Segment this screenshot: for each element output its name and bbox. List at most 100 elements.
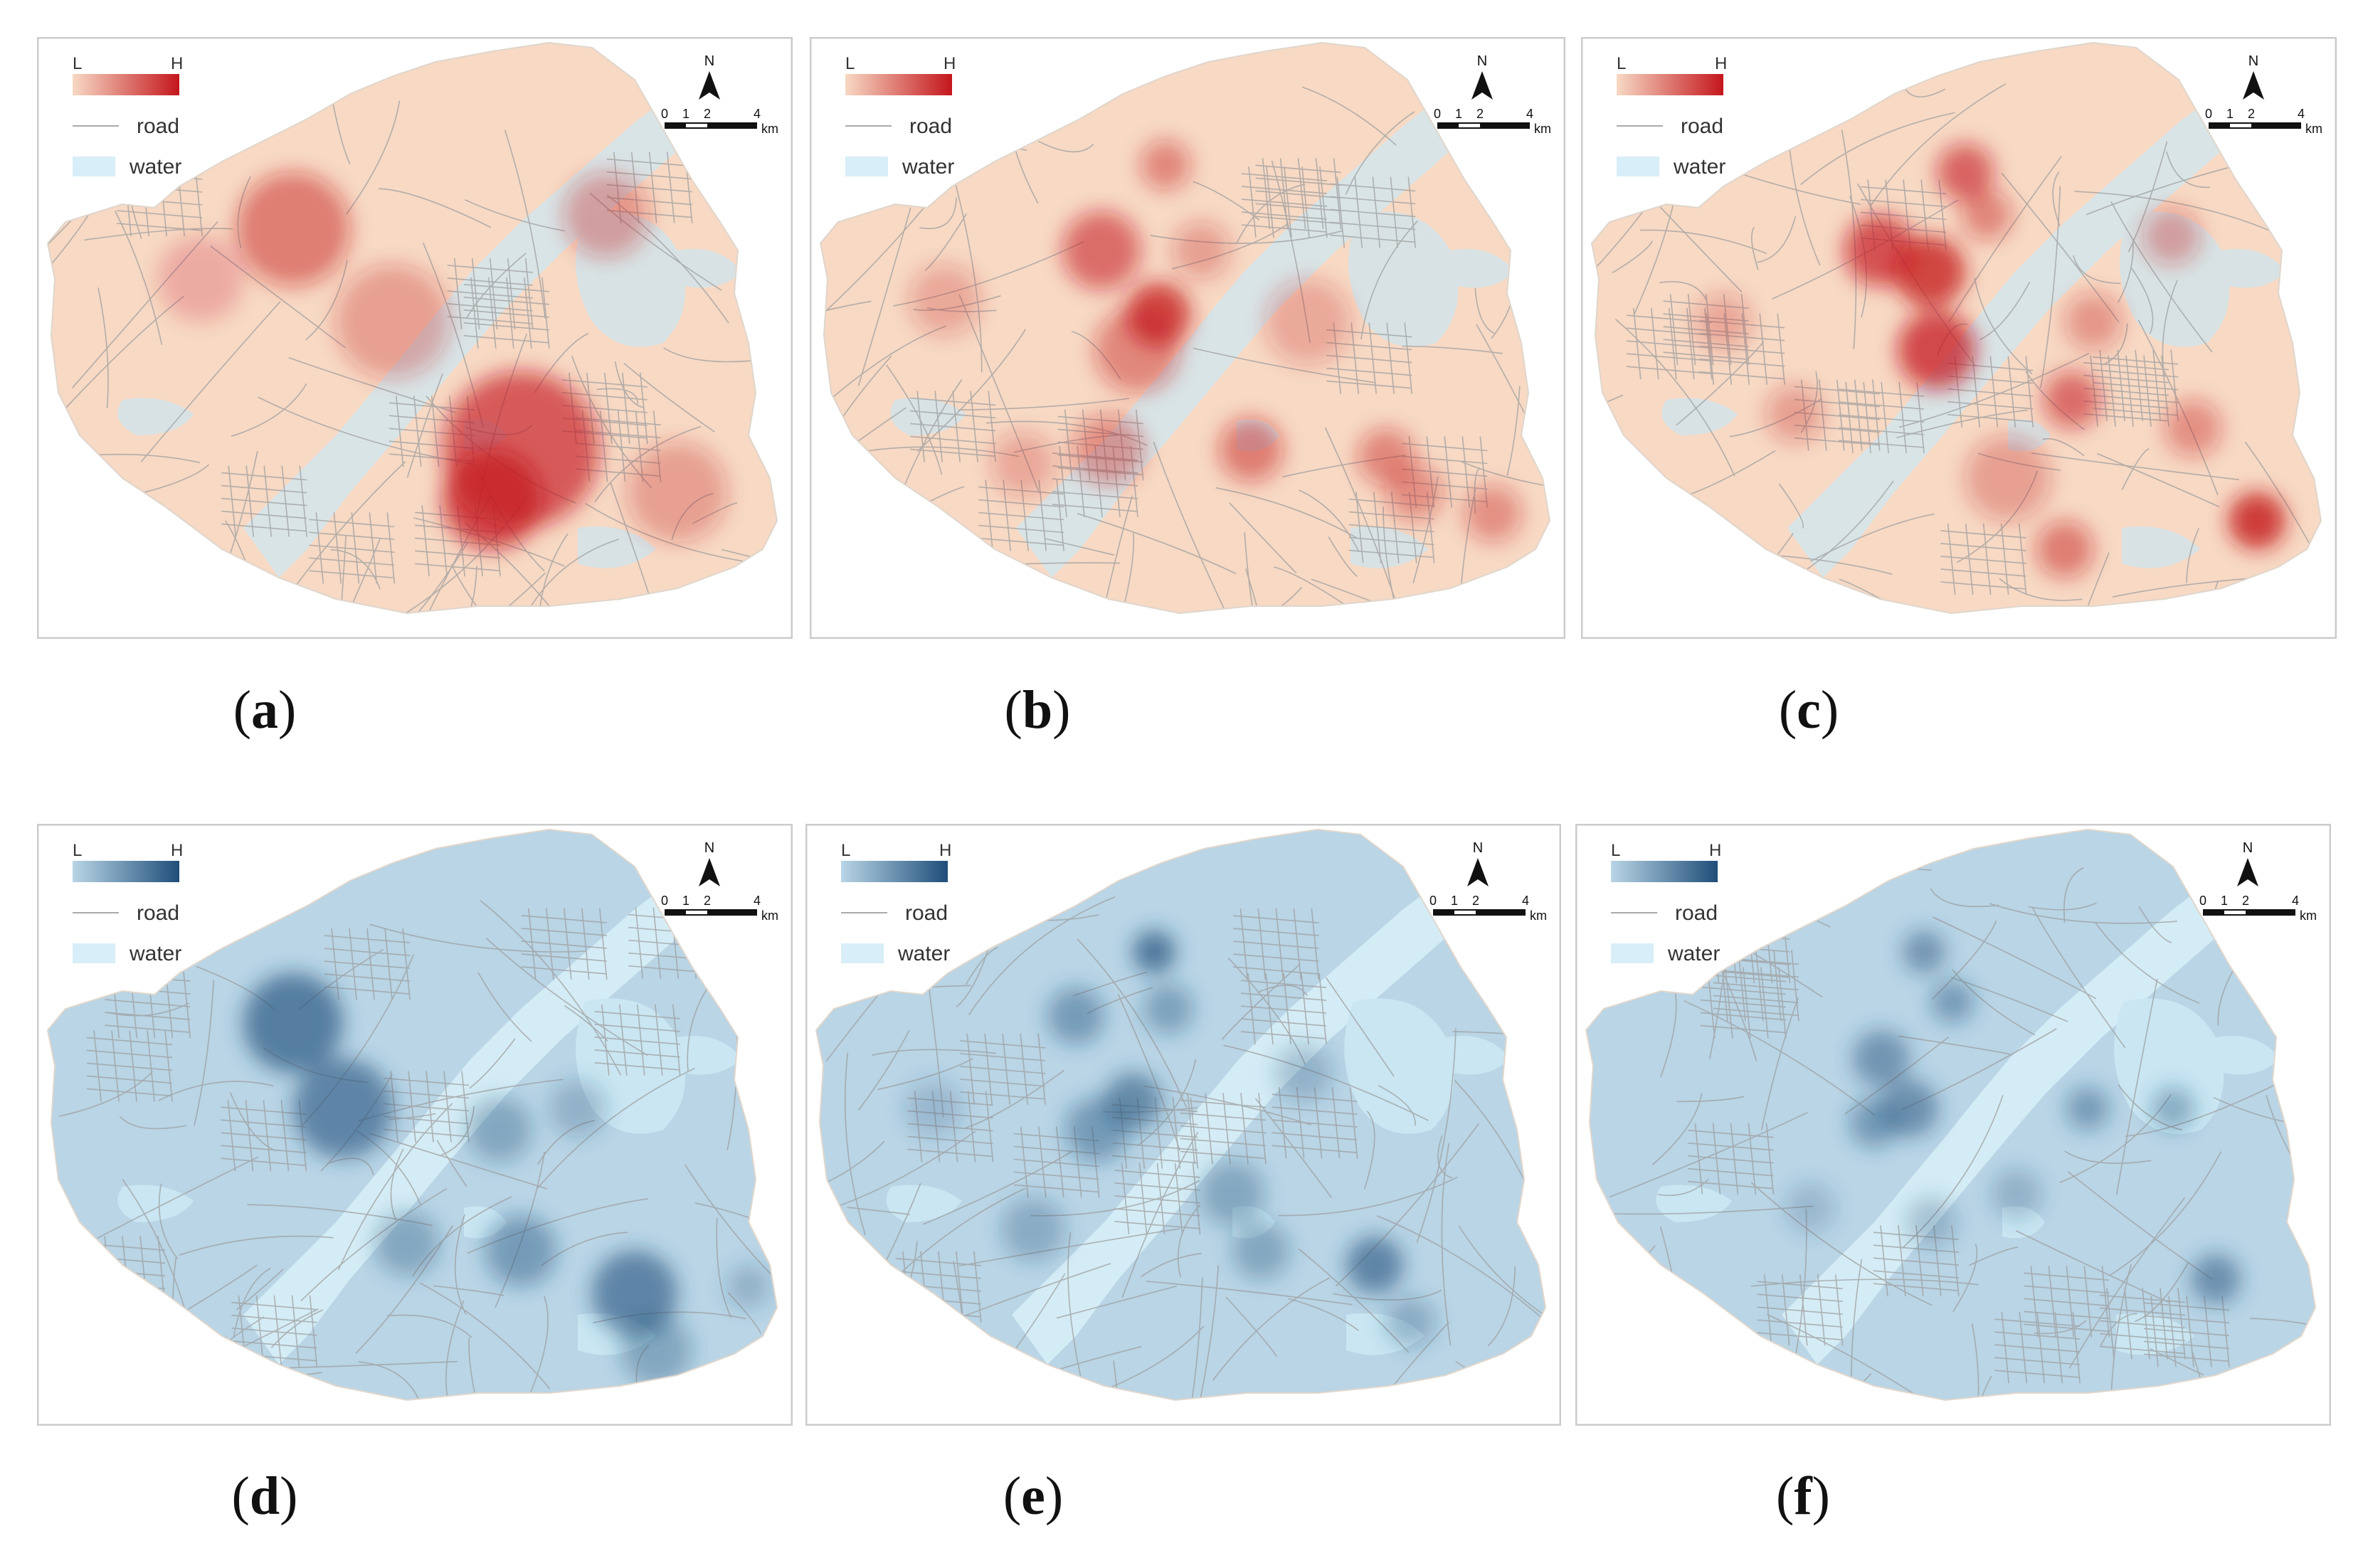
density-hotspots	[243, 973, 770, 1386]
panel-label: e	[1021, 1466, 1045, 1526]
lake	[1450, 249, 1514, 288]
hotspot	[1062, 211, 1141, 290]
hotspot	[1894, 236, 1965, 307]
lake	[886, 1185, 962, 1222]
lake	[890, 398, 966, 435]
legend-high-label: H	[1709, 841, 1721, 860]
panel-caption-d: (d)	[231, 1466, 298, 1526]
scale-unit: km	[2300, 909, 2317, 923]
hotspot	[2229, 492, 2285, 549]
scale-bar: 0 1 2 4 km	[1434, 107, 1551, 136]
lake	[2114, 998, 2224, 1134]
hotspot	[2065, 293, 2122, 350]
hotspot	[443, 450, 542, 549]
legend-water-label: water	[1667, 942, 1720, 965]
city-map	[48, 830, 777, 1400]
hotspot	[1219, 418, 1283, 482]
lake	[1350, 526, 1429, 568]
north-label: N	[704, 53, 714, 69]
river	[1012, 877, 1489, 1365]
scale-tick-4: 4	[1526, 107, 1533, 121]
legend-water-swatch	[1611, 943, 1654, 963]
legend-water-swatch	[1617, 157, 1659, 176]
hotspot	[1094, 307, 1180, 393]
legend: L H road water	[841, 841, 951, 965]
scale-tick-1: 1	[682, 894, 689, 908]
north-arrow: N	[699, 53, 720, 100]
north-arrow: N	[2237, 840, 2258, 886]
panel-label: d	[249, 1466, 280, 1526]
density-hotspots	[158, 172, 727, 549]
hotspot	[1001, 1197, 1065, 1261]
scale-tick-0: 0	[1434, 107, 1441, 121]
hotspot	[905, 1080, 962, 1137]
hotspot	[991, 432, 1055, 496]
scale-tick-2: 2	[704, 107, 711, 121]
scale-tick-1: 1	[1451, 894, 1458, 908]
legend-high-label: H	[939, 841, 951, 860]
hotspot	[1385, 1297, 1435, 1347]
legend-gradient	[841, 861, 948, 882]
legend-water-label: water	[129, 155, 181, 179]
city-map	[1592, 43, 2321, 613]
scale-tick-1: 1	[2221, 894, 2228, 908]
hotspot	[1695, 293, 1752, 350]
legend-gradient	[73, 74, 179, 95]
north-arrow: N	[2243, 53, 2264, 100]
hotspot	[1200, 1162, 1264, 1226]
panel-caption-a: (a)	[233, 680, 297, 740]
legend-road-label: road	[1675, 901, 1718, 925]
scale-bar: 0 1 2 4 km	[2205, 107, 2322, 136]
scale-tick-4: 4	[1522, 894, 1529, 908]
scale-tick-0: 0	[661, 894, 668, 908]
hotspot	[1965, 435, 2051, 521]
legend-water-swatch	[73, 943, 115, 963]
hotspot	[1849, 1098, 1899, 1148]
north-arrow: N	[1471, 53, 1493, 100]
legend-road-label: road	[137, 115, 179, 138]
hotspot	[293, 1059, 393, 1158]
hotspot	[909, 265, 980, 336]
hotspot	[485, 1215, 556, 1286]
hotspot	[1265, 279, 1350, 364]
legend-high-label: H	[1715, 54, 1727, 73]
hotspot	[727, 1265, 770, 1308]
scale-bar: 0 1 2 4 km	[661, 894, 778, 923]
north-label: N	[2248, 53, 2258, 69]
density-hotspots	[905, 931, 1435, 1347]
legend-water-label: water	[1673, 155, 1725, 179]
scale-tick-1: 1	[682, 107, 689, 121]
legend-gradient	[73, 861, 179, 882]
hotspot	[1464, 485, 1521, 542]
north-arrow-icon	[699, 71, 720, 100]
hotspot	[1903, 931, 1945, 973]
panel-caption-e: (e)	[1003, 1466, 1064, 1526]
north-arrow: N	[699, 840, 720, 886]
map-panel-a: L H road water N 0 1 2 4 km	[37, 37, 793, 639]
scale-tick-2: 2	[1472, 894, 1479, 908]
hotspot	[467, 1098, 532, 1162]
scale-unit: km	[1530, 909, 1547, 923]
lake	[2122, 526, 2200, 568]
legend: L H road water	[1617, 54, 1727, 179]
north-arrow: N	[1467, 840, 1489, 886]
legend: L H road water	[845, 54, 956, 179]
scale-tick-0: 0	[1429, 894, 1437, 908]
hotspot	[1047, 987, 1104, 1044]
legend-road-label: road	[1681, 115, 1723, 138]
legend-road-label: road	[905, 901, 948, 925]
hotspot	[2044, 371, 2100, 428]
hotspot	[1785, 1183, 1835, 1233]
legend-water-swatch	[841, 943, 884, 963]
hotspot	[243, 973, 343, 1073]
hotspot	[1232, 1222, 1289, 1279]
hotspot	[336, 265, 450, 378]
hotspot	[2164, 400, 2221, 457]
hotspot	[1766, 386, 1823, 443]
hotspot	[1853, 1030, 1910, 1087]
panel-label: b	[1022, 680, 1053, 740]
lake	[1344, 998, 1454, 1134]
hotspot	[1962, 190, 2012, 240]
scale-unit: km	[1534, 122, 1551, 136]
map-panel-c: L H road water N 0 1 2 4 km	[1581, 37, 2337, 639]
